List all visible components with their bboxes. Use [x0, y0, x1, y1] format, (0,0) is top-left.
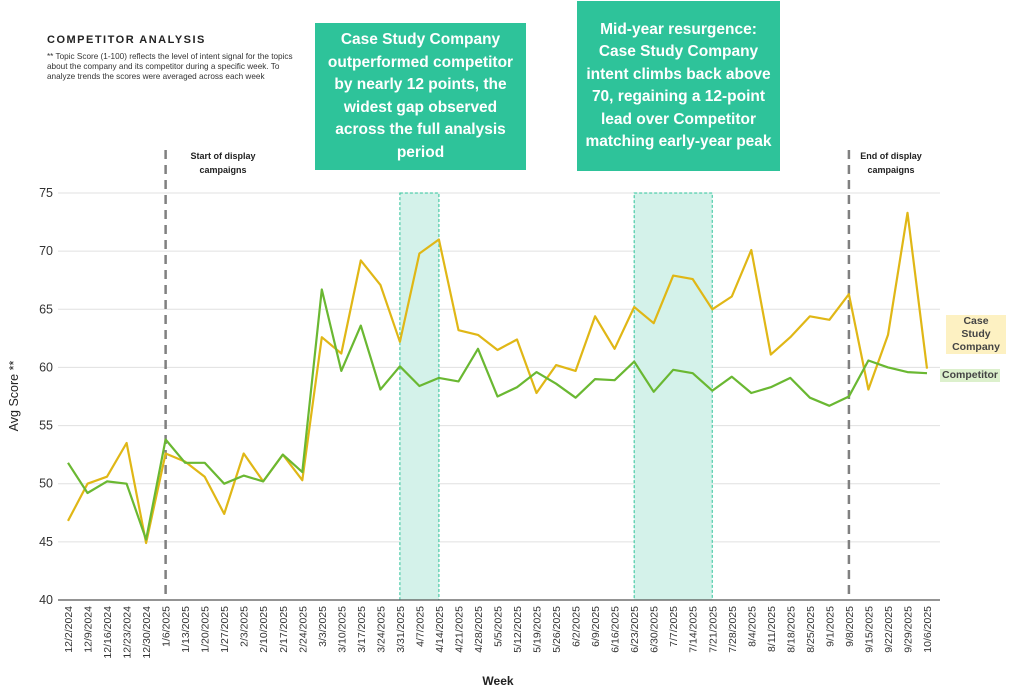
x-tick-label: 5/19/2025: [532, 606, 544, 653]
x-tick-label: 7/14/2025: [688, 606, 700, 653]
legend-case-study-company: Case Study Company: [946, 315, 1006, 354]
x-tick-label: 12/2/2024: [63, 606, 75, 653]
x-tick-label: 9/15/2025: [863, 606, 875, 653]
legend-case-study-company-label: Case Study Company: [952, 315, 1000, 353]
x-tick-label: 10/6/2025: [922, 606, 934, 653]
x-tick-label: 8/11/2025: [766, 606, 778, 652]
x-tick-label: 1/20/2025: [200, 606, 212, 653]
x-tick-label: 9/22/2025: [883, 606, 895, 653]
x-tick-label: 2/17/2025: [278, 606, 290, 653]
y-tick-label: 75: [39, 186, 53, 200]
x-tick-label: 7/21/2025: [707, 606, 719, 653]
x-tick-label: 12/9/2024: [83, 606, 95, 653]
x-tick-label: 3/10/2025: [336, 606, 348, 653]
x-tick-label: 12/30/2024: [141, 606, 153, 659]
x-tick-label: 8/4/2025: [746, 606, 758, 647]
x-tick-label: 5/26/2025: [551, 606, 563, 653]
x-tick-label: 6/30/2025: [649, 606, 661, 653]
x-tick-label: 1/13/2025: [180, 606, 192, 653]
x-tick-label: 12/16/2024: [102, 606, 114, 659]
end-campaign-label: End of display campaigns: [860, 151, 922, 175]
x-tick-label: 6/9/2025: [590, 606, 602, 647]
x-tick-label: 3/31/2025: [395, 606, 407, 653]
x-tick-label: 7/28/2025: [727, 606, 739, 653]
x-tick-label: 2/24/2025: [297, 606, 309, 653]
x-tick-label: 9/8/2025: [844, 606, 856, 647]
x-tick-label: 4/21/2025: [453, 606, 465, 653]
y-tick-label: 60: [39, 360, 53, 374]
x-tick-label: 4/28/2025: [473, 606, 485, 653]
x-tick-label: 7/7/2025: [668, 606, 680, 647]
y-tick-label: 45: [39, 535, 53, 549]
competitor-line: [67, 288, 928, 541]
x-axis-label: Week: [482, 674, 513, 688]
x-tick-label: 3/24/2025: [375, 606, 387, 653]
x-tick-label: 4/7/2025: [414, 606, 426, 647]
callout-mid-year-resurgence: Mid-year resurgence: Case Study Company …: [577, 1, 780, 171]
callout-widest-gap: Case Study Company outperformed competit…: [315, 23, 526, 170]
x-tick-label: 8/25/2025: [805, 606, 817, 653]
x-tick-label: 4/14/2025: [434, 606, 446, 653]
x-tick-label: 6/2/2025: [571, 606, 583, 647]
y-tick-label: 55: [39, 419, 53, 433]
x-tick-label: 12/23/2024: [122, 606, 134, 659]
y-tick-label: 65: [39, 302, 53, 316]
highlight-range: [399, 192, 440, 601]
x-tick-label: 2/10/2025: [258, 606, 270, 653]
case-study-company-line: [67, 211, 929, 545]
chart-title: COMPETITOR ANALYSIS: [47, 34, 206, 46]
x-tick-label: 5/12/2025: [512, 606, 524, 653]
y-tick-label: 70: [39, 244, 53, 258]
x-tick-label: 6/23/2025: [629, 606, 641, 653]
legend-competitor: Competitor: [940, 369, 1000, 382]
x-tick-label: 5/5/2025: [493, 606, 505, 647]
x-tick-label: 2/3/2025: [239, 606, 251, 647]
x-tick-label: 9/29/2025: [902, 606, 914, 653]
x-tick-label: 3/3/2025: [317, 606, 329, 647]
y-axis-label: Avg Score **: [7, 361, 21, 432]
x-tick-label: 1/27/2025: [219, 606, 231, 653]
start-campaign-label: Start of display campaigns: [190, 151, 256, 175]
x-tick-label: 1/6/2025: [161, 606, 173, 647]
chart-note: ** Topic Score (1-100) reflects the leve…: [47, 52, 293, 81]
x-tick-label: 8/18/2025: [785, 606, 797, 653]
x-tick-label: 9/1/2025: [824, 606, 836, 647]
y-tick-label: 50: [39, 477, 53, 491]
y-tick-label: 40: [39, 593, 53, 607]
x-tick-label: 3/17/2025: [356, 606, 368, 653]
highlight-range: [633, 192, 713, 601]
x-tick-label: 6/16/2025: [610, 606, 622, 653]
